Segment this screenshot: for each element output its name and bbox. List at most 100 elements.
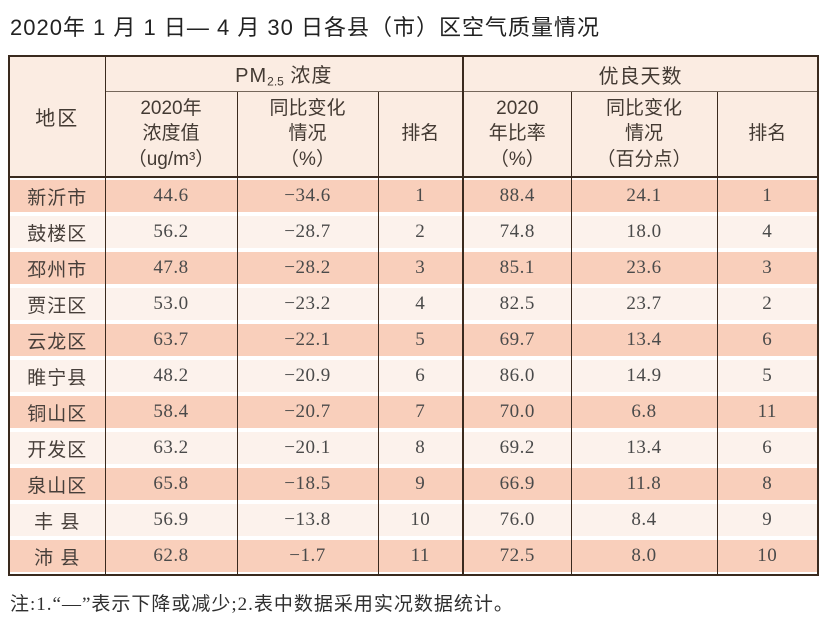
- rate-rank-cell: 6: [716, 430, 819, 466]
- rate-cell: 88.4: [462, 177, 572, 214]
- pm-change-cell: −20.9: [236, 358, 378, 394]
- pm-value-cell: 44.6: [104, 177, 237, 214]
- region-cell: 鼓楼区: [8, 214, 105, 250]
- pm-rank-cell: 7: [377, 394, 464, 430]
- region-cell: 沛 县: [8, 538, 105, 575]
- rate-header: 2020 年比率 （%）: [462, 91, 572, 178]
- pm-rank-cell: 2: [377, 214, 464, 250]
- rate-change-cell: 14.9: [570, 358, 718, 394]
- rate-rank-cell: 5: [716, 358, 819, 394]
- table-row: 丰 县 56.9 −13.8 10 76.0 8.4 9: [8, 502, 819, 538]
- pm-change-cell: −1.7: [236, 538, 378, 575]
- pm-value-cell: 63.2: [104, 430, 237, 466]
- rate-change-cell: 8.0: [570, 538, 718, 575]
- rate-rank-header: 排名: [716, 91, 819, 178]
- pm-value-cell: 56.9: [104, 502, 237, 538]
- rate-change-cell: 23.7: [570, 286, 718, 322]
- pm-rank-cell: 10: [377, 502, 464, 538]
- pm-change-cell: −18.5: [236, 466, 378, 502]
- region-cell: 新沂市: [8, 177, 105, 214]
- rate-change-cell: 11.8: [570, 466, 718, 502]
- pm-label-suffix: 浓度: [283, 65, 333, 88]
- rate-cell: 69.7: [462, 322, 572, 358]
- pm-label-subscript: 2.5: [267, 74, 284, 89]
- pm-rank-cell: 5: [377, 322, 464, 358]
- rate-change-cell: 13.4: [570, 430, 718, 466]
- table-row: 云龙区 63.7 −22.1 5 69.7 13.4 6: [8, 322, 819, 358]
- pm-value-cell: 48.2: [104, 358, 237, 394]
- pm-rank-cell: 3: [377, 250, 464, 286]
- page-title: 2020年 1 月 1 日— 4 月 30 日各县（市）区空气质量情况: [10, 15, 601, 40]
- rate-cell: 72.5: [462, 538, 572, 575]
- pm-value-cell: 53.0: [104, 286, 237, 322]
- region-column-header: 地区: [9, 56, 106, 178]
- rate-rank-cell: 2: [716, 286, 819, 322]
- pm-change-cell: −13.8: [236, 502, 378, 538]
- table-row: 贾汪区 53.0 −23.2 4 82.5 23.7 2: [8, 286, 819, 322]
- pm-value-cell: 56.2: [104, 214, 237, 250]
- pm-change-header: 同比变化 情况 （%）: [236, 91, 378, 178]
- pm-value-cell: 62.8: [104, 538, 237, 575]
- rate-rank-cell: 1: [716, 177, 819, 214]
- pm-value-header: 2020年 浓度值 （ug/m³）: [104, 91, 237, 178]
- pm-rank-cell: 9: [377, 466, 464, 502]
- pm25-group-header: PM2.5 浓度: [105, 56, 464, 92]
- rate-rank-cell: 10: [716, 538, 819, 575]
- pm-change-cell: −20.7: [236, 394, 378, 430]
- region-cell: 云龙区: [8, 322, 105, 358]
- region-cell: 邳州市: [8, 250, 105, 286]
- table-row: 鼓楼区 56.2 −28.7 2 74.8 18.0 4: [8, 214, 819, 250]
- region-cell: 铜山区: [8, 394, 105, 430]
- pm-label-prefix: PM: [235, 65, 268, 88]
- rate-change-cell: 18.0: [570, 214, 718, 250]
- pm-change-cell: −34.6: [236, 177, 378, 214]
- rate-rank-cell: 11: [716, 394, 819, 430]
- region-cell: 睢宁县: [8, 358, 105, 394]
- rate-change-cell: 23.6: [570, 250, 718, 286]
- table-row: 邳州市 47.8 −28.2 3 85.1 23.6 3: [8, 250, 819, 286]
- rate-rank-cell: 8: [716, 466, 819, 502]
- table-row: 铜山区 58.4 −20.7 7 70.0 6.8 11: [8, 394, 819, 430]
- rate-change-cell: 6.8: [570, 394, 718, 430]
- table-row: 开发区 63.2 −20.1 8 69.2 13.4 6: [8, 430, 819, 466]
- pm-change-cell: −28.7: [236, 214, 378, 250]
- rate-cell: 85.1: [462, 250, 572, 286]
- pm-value-cell: 58.4: [104, 394, 237, 430]
- pm-change-cell: −28.2: [236, 250, 378, 286]
- pm-change-cell: −22.1: [236, 322, 378, 358]
- footnote: 注:1.“—”表示下降或减少;2.表中数据采用实况数据统计。: [10, 594, 514, 615]
- region-cell: 丰 县: [8, 502, 105, 538]
- rate-rank-cell: 9: [716, 502, 819, 538]
- rate-cell: 86.0: [462, 358, 572, 394]
- pm-value-cell: 63.7: [104, 322, 237, 358]
- region-cell: 开发区: [8, 430, 105, 466]
- table-row: 沛 县 62.8 −1.7 11 72.5 8.0 10: [8, 538, 819, 575]
- pm-rank-cell: 1: [377, 177, 464, 214]
- table-row: 新沂市 44.6 −34.6 1 88.4 24.1 1: [8, 177, 819, 214]
- rate-rank-cell: 6: [716, 322, 819, 358]
- pm-change-cell: −23.2: [236, 286, 378, 322]
- pm-rank-cell: 6: [377, 358, 464, 394]
- pm-value-cell: 65.8: [104, 466, 237, 502]
- table-row: 睢宁县 48.2 −20.9 6 86.0 14.9 5: [8, 358, 819, 394]
- region-cell: 贾汪区: [8, 286, 105, 322]
- pm-change-cell: −20.1: [236, 430, 378, 466]
- rate-change-cell: 13.4: [570, 322, 718, 358]
- pm-rank-cell: 11: [377, 538, 464, 575]
- rate-change-header: 同比变化 情况 （百分点）: [570, 91, 718, 178]
- rate-cell: 70.0: [462, 394, 572, 430]
- rate-cell: 69.2: [462, 430, 572, 466]
- good-days-group-header: 优良天数: [462, 56, 819, 92]
- pm-rank-cell: 4: [377, 286, 464, 322]
- air-quality-table: 地区 PM2.5 浓度 优良天数 2020年 浓度值 （ug/m³） 同比变化 …: [8, 55, 820, 576]
- pm-rank-cell: 8: [377, 430, 464, 466]
- rate-rank-cell: 4: [716, 214, 819, 250]
- region-cell: 泉山区: [8, 466, 105, 502]
- rate-cell: 74.8: [462, 214, 572, 250]
- rate-rank-cell: 3: [716, 250, 819, 286]
- sub-header-row: 2020年 浓度值 （ug/m³） 同比变化 情况 （%） 排名 2020 年比…: [9, 91, 819, 178]
- pm-value-cell: 47.8: [104, 250, 237, 286]
- table-row: 泉山区 65.8 −18.5 9 66.9 11.8 8: [8, 466, 819, 502]
- rate-cell: 76.0: [462, 502, 572, 538]
